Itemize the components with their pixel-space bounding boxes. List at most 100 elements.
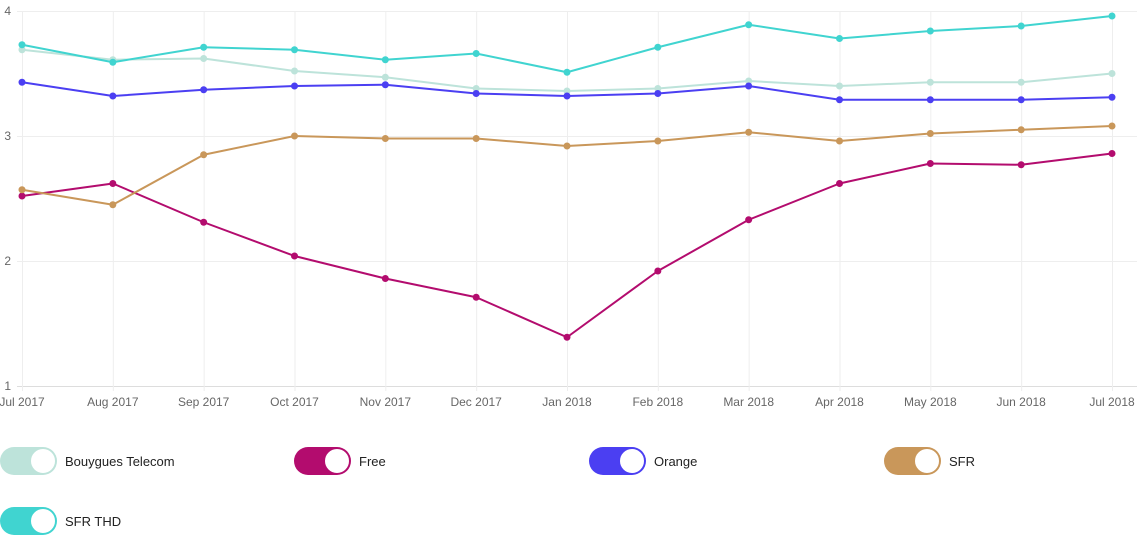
x-tick-label: Apr 2018 — [815, 395, 864, 409]
data-point[interactable] — [18, 46, 26, 54]
data-point[interactable] — [926, 130, 934, 137]
data-point[interactable] — [745, 77, 753, 85]
grid — [17, 11, 1137, 391]
data-point[interactable] — [926, 96, 934, 104]
data-point[interactable] — [836, 96, 843, 104]
data-point[interactable] — [381, 135, 389, 142]
data-point[interactable] — [18, 186, 26, 194]
x-tick-label: Aug 2017 — [87, 395, 139, 409]
toggle-knob — [619, 448, 645, 474]
toggle-knob — [914, 448, 940, 474]
legend-label: Bouygues Telecom — [65, 453, 175, 469]
data-point[interactable] — [745, 216, 753, 224]
toggle-switch[interactable] — [294, 447, 351, 475]
data-point[interactable] — [926, 78, 934, 86]
data-point[interactable] — [563, 142, 571, 150]
x-tick-label: Jan 2018 — [542, 395, 592, 409]
data-point[interactable] — [1108, 93, 1116, 101]
data-point[interactable] — [836, 35, 843, 42]
toggle-switch[interactable] — [0, 507, 57, 535]
data-point[interactable] — [291, 46, 298, 54]
data-point[interactable] — [18, 78, 26, 86]
legend-label: Free — [359, 453, 386, 469]
y-axis: 1 2 3 4 — [4, 4, 11, 393]
series-orange — [18, 78, 1116, 104]
data-point[interactable] — [472, 293, 480, 301]
data-point[interactable] — [926, 160, 934, 167]
data-point[interactable] — [291, 67, 298, 75]
data-point[interactable] — [109, 92, 117, 100]
data-point[interactable] — [1108, 12, 1116, 20]
data-point[interactable] — [654, 43, 662, 51]
data-point[interactable] — [109, 58, 117, 66]
data-point[interactable] — [381, 73, 389, 81]
data-point[interactable] — [654, 137, 662, 145]
data-point[interactable] — [563, 87, 571, 95]
data-point[interactable] — [472, 50, 480, 57]
series-sfr — [18, 122, 1116, 209]
data-point[interactable] — [654, 267, 662, 275]
data-point[interactable] — [472, 85, 480, 92]
data-point[interactable] — [1017, 126, 1025, 134]
series-sfr-thd — [18, 12, 1116, 76]
data-point[interactable] — [200, 86, 208, 94]
data-point[interactable] — [291, 132, 298, 140]
y-tick-label: 1 — [4, 379, 11, 393]
data-point[interactable] — [291, 252, 298, 260]
data-point[interactable] — [381, 275, 389, 282]
data-point[interactable] — [1017, 96, 1025, 104]
data-point[interactable] — [836, 82, 843, 90]
toggle-switch[interactable] — [884, 447, 941, 475]
y-tick-label: 4 — [4, 4, 11, 18]
toggle-switch[interactable] — [0, 447, 57, 475]
legend-toggle-sfr[interactable]: SFR — [884, 447, 975, 475]
legend-label: Orange — [654, 453, 698, 469]
data-point[interactable] — [836, 137, 843, 145]
data-point[interactable] — [1017, 22, 1025, 30]
data-point[interactable] — [18, 192, 26, 200]
legend-toggle-orange[interactable]: Orange — [589, 447, 697, 475]
y-tick-label: 2 — [4, 254, 11, 268]
data-point[interactable] — [654, 85, 662, 92]
data-point[interactable] — [1017, 161, 1025, 169]
data-point[interactable] — [381, 81, 389, 89]
data-point[interactable] — [200, 55, 208, 62]
x-tick-label: Jul 2017 — [0, 395, 45, 409]
data-point[interactable] — [291, 82, 298, 90]
data-point[interactable] — [1017, 78, 1025, 86]
data-point[interactable] — [1108, 150, 1116, 157]
data-point[interactable] — [563, 92, 571, 100]
toggle-knob — [324, 448, 350, 474]
data-point[interactable] — [745, 128, 753, 136]
data-point[interactable] — [745, 21, 753, 29]
data-point[interactable] — [18, 41, 26, 49]
x-tick-label: Mar 2018 — [723, 395, 774, 409]
x-tick-label: May 2018 — [904, 395, 957, 409]
x-axis: Jul 2017 Aug 2017 Sep 2017 Oct 2017 Nov 2017… — [0, 395, 1135, 409]
data-point[interactable] — [472, 90, 480, 97]
data-point[interactable] — [200, 218, 208, 226]
data-point[interactable] — [745, 82, 753, 90]
data-point[interactable] — [563, 333, 571, 341]
data-point[interactable] — [926, 27, 934, 35]
legend-toggle-sfr-thd[interactable]: SFR THD — [0, 507, 121, 535]
x-tick-label: Oct 2017 — [270, 395, 319, 409]
data-point[interactable] — [654, 90, 662, 97]
data-point[interactable] — [1108, 122, 1116, 130]
data-point[interactable] — [200, 43, 208, 51]
y-tick-label: 3 — [4, 129, 11, 143]
legend-toggle-bouygues-telecom[interactable]: Bouygues Telecom — [0, 447, 175, 475]
x-tick-label: Jul 2018 — [1089, 395, 1135, 409]
series-bouygues-telecom — [18, 46, 1116, 95]
toggle-switch[interactable] — [589, 447, 646, 475]
data-point[interactable] — [109, 180, 117, 187]
data-point[interactable] — [836, 180, 843, 187]
data-point[interactable] — [381, 56, 389, 64]
series-layer — [18, 12, 1116, 341]
legend-toggle-free[interactable]: Free — [294, 447, 386, 475]
data-point[interactable] — [472, 135, 480, 142]
data-point[interactable] — [1108, 70, 1116, 77]
data-point[interactable] — [109, 201, 117, 209]
data-point[interactable] — [563, 68, 571, 76]
data-point[interactable] — [200, 151, 208, 159]
